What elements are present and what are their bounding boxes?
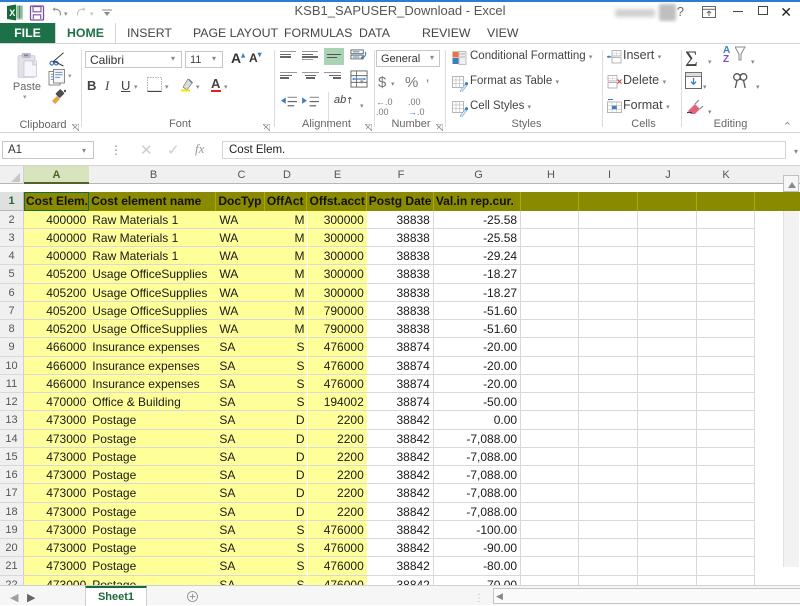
svg-text:A: A <box>211 77 221 91</box>
